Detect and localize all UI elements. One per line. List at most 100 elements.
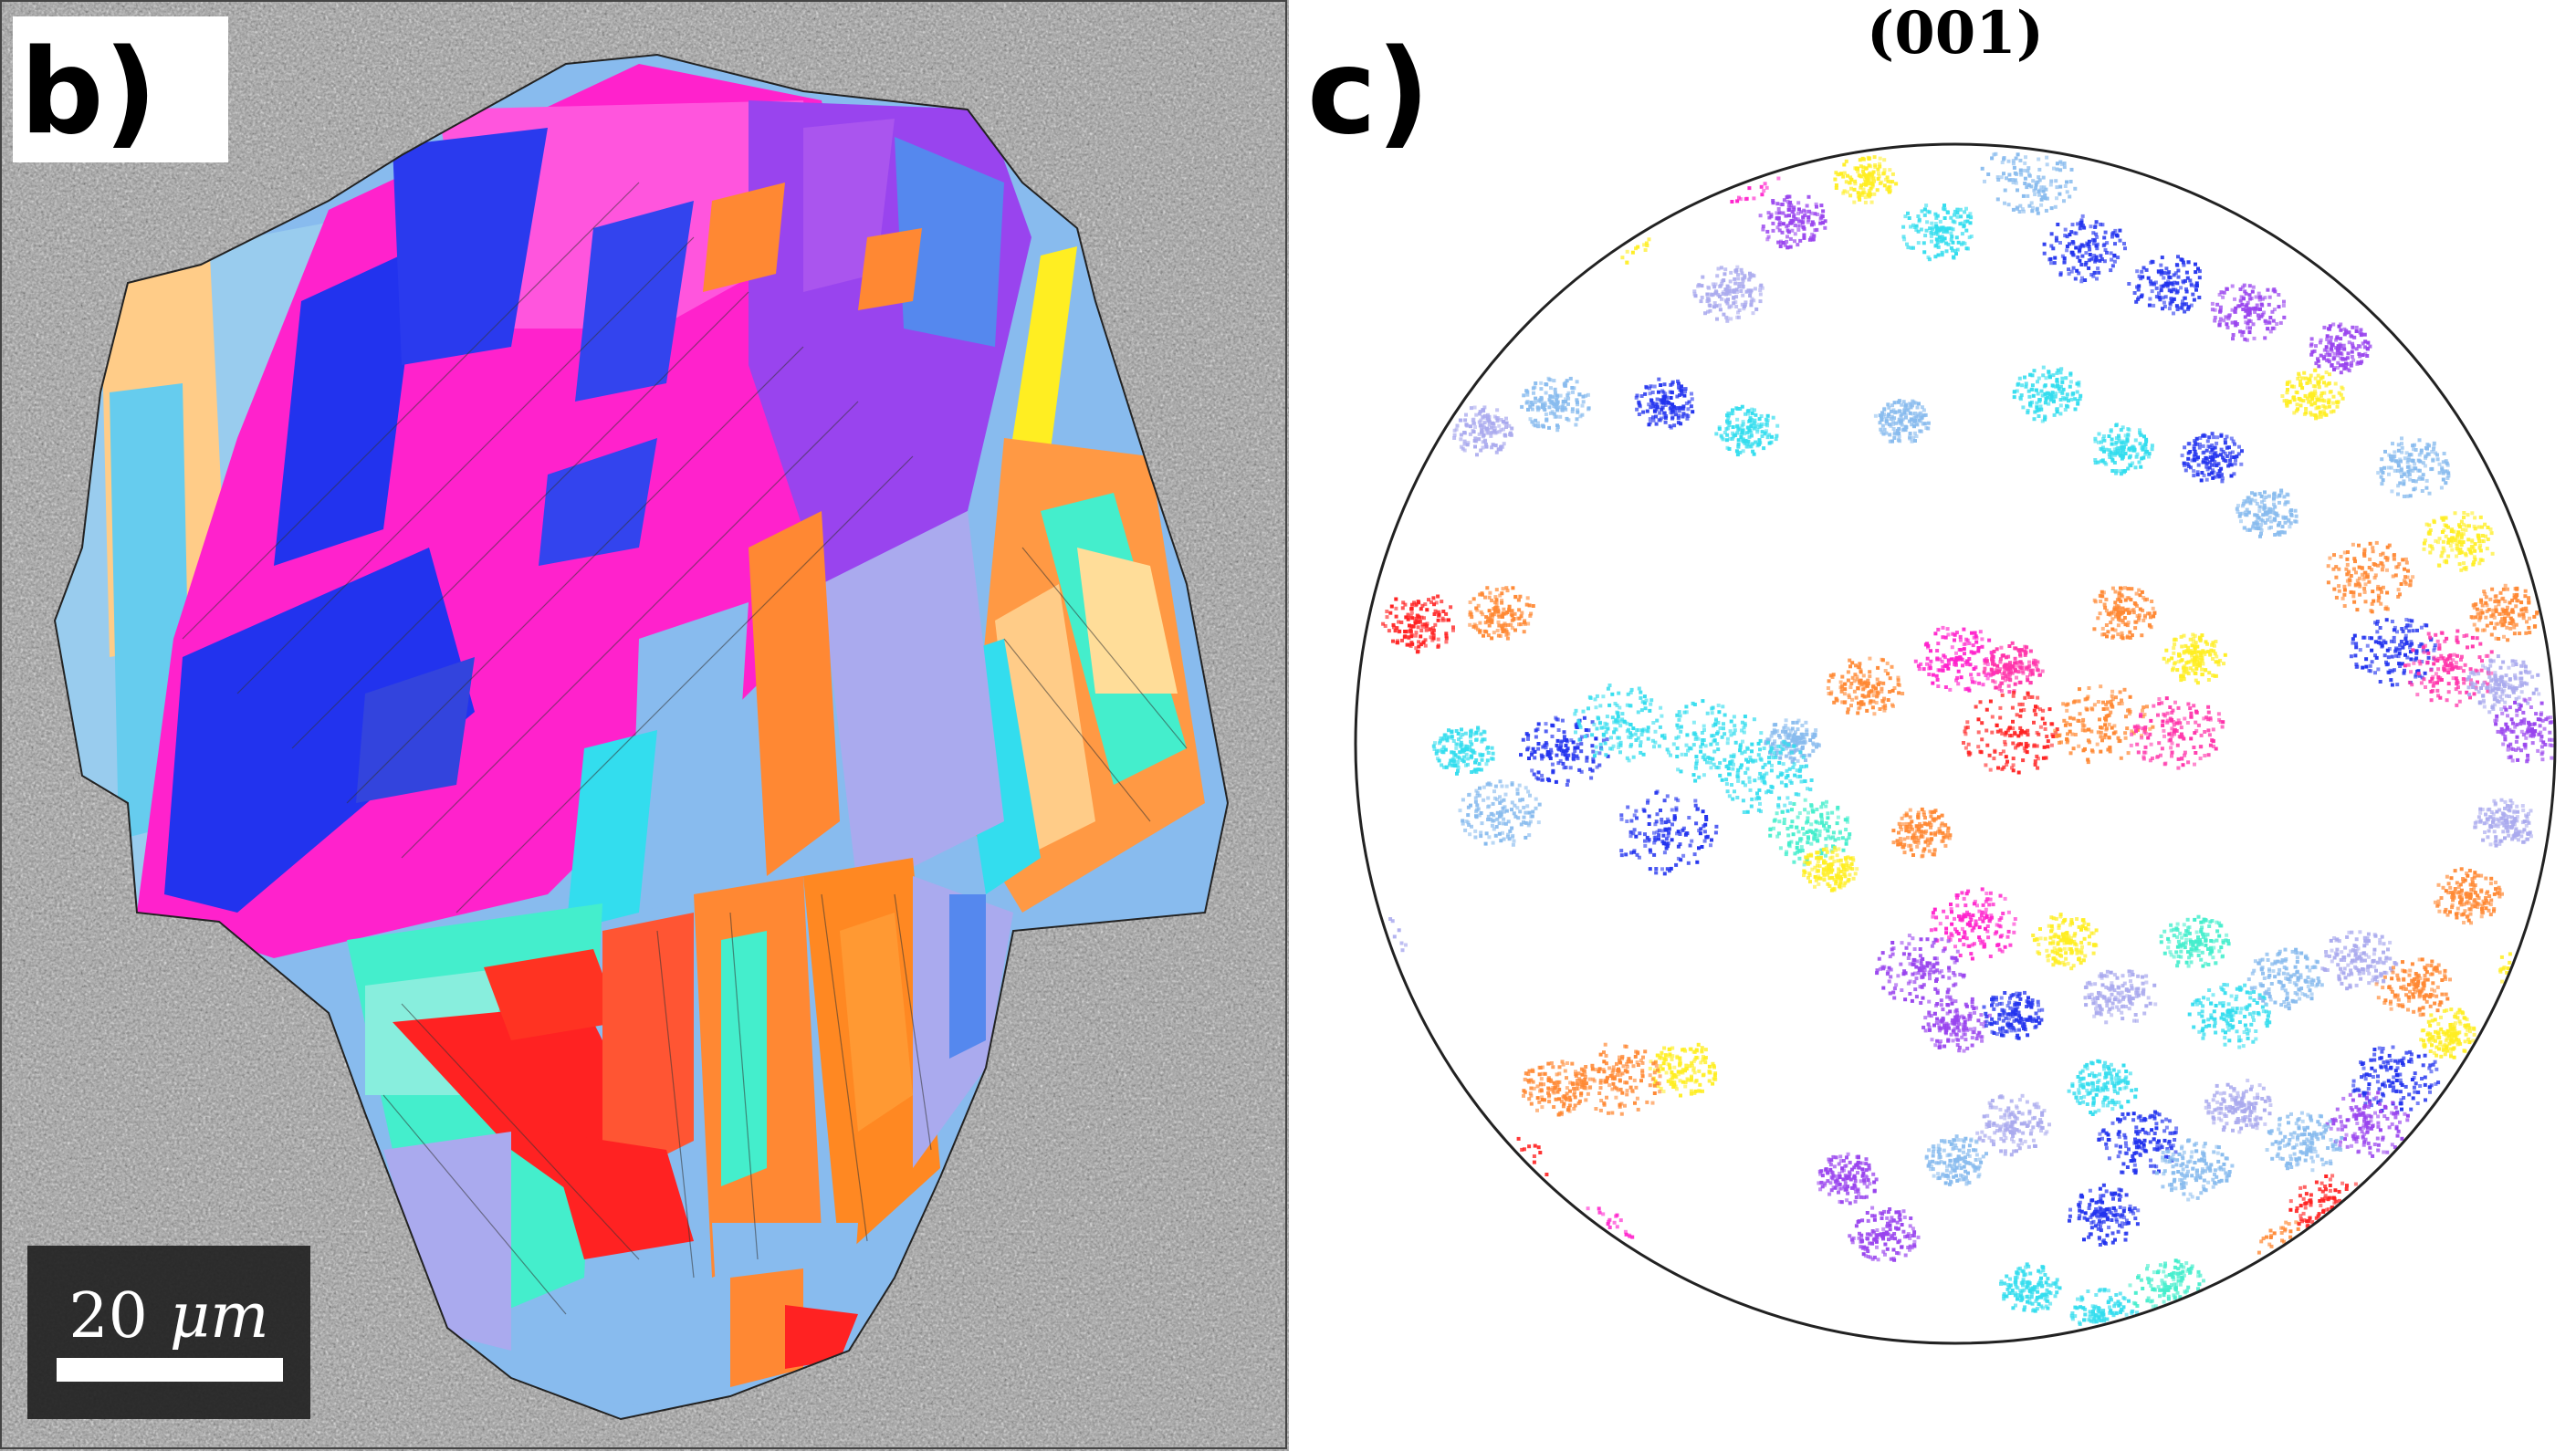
pole-figure: (001) c) [1307, 0, 2557, 1345]
pole-cluster-92 [2288, 1174, 2358, 1228]
pole-cluster-51 [1388, 917, 1408, 953]
pole-cluster-21 [2012, 365, 2083, 423]
pole-cluster-77 [1522, 1060, 1592, 1117]
pole-cluster-3 [1620, 237, 1651, 265]
pole-cluster-35 [2092, 586, 2157, 641]
pole-cluster-68 [1922, 995, 1992, 1053]
pole-cluster-25 [2376, 436, 2451, 498]
pole-cluster-52 [1802, 846, 1859, 893]
pole-cluster-78 [1516, 1136, 1549, 1176]
pole-cluster-32 [2469, 583, 2539, 642]
pole-cluster-34 [1982, 641, 2045, 694]
pole-cluster-89 [2069, 1288, 2139, 1326]
pole-cluster-49 [1431, 726, 1495, 776]
pole-figure-panel: (001) c) [1289, 0, 2576, 1451]
pole-cluster-18 [1634, 377, 1695, 430]
pole-cluster-97 [1468, 586, 1535, 641]
panel-b-label: b) [20, 25, 157, 161]
pole-cluster-72 [2154, 1138, 2235, 1202]
pole-cluster-5 [1758, 194, 1827, 250]
pole-cluster-93 [2433, 867, 2504, 925]
pole-cluster-17 [1520, 376, 1591, 433]
pole-cluster-99 [2309, 322, 2372, 375]
pole-cluster-22 [2093, 423, 2154, 476]
pole-cluster-61 [2374, 957, 2452, 1018]
pole-cluster-64 [2325, 1091, 2410, 1158]
pole-cluster-57 [2159, 914, 2231, 968]
pole-cluster-40 [1826, 656, 1905, 716]
scale-bar-label: 20 μm [68, 1280, 268, 1352]
pole-cluster-46 [1768, 798, 1852, 867]
pole-cluster-86 [1848, 1206, 1921, 1262]
pole-cluster-66 [2204, 1079, 2273, 1134]
pole-cluster-48 [1458, 779, 1542, 847]
pole-cluster-26 [2422, 511, 2495, 572]
pole-cluster-71 [2097, 1110, 2179, 1175]
pole-cluster-47 [1619, 789, 1719, 876]
pole-cluster-8 [1901, 204, 1974, 262]
pole-cluster-23 [2180, 432, 2244, 484]
pole-figure-points [1381, 151, 2554, 1326]
pole-cluster-69 [1982, 990, 2045, 1040]
pole-cluster-4 [1730, 176, 1781, 204]
pole-cluster-31 [2493, 696, 2554, 764]
pole-cluster-60 [2320, 930, 2399, 991]
pole-cluster-7 [1692, 265, 1764, 323]
pole-cluster-96 [1381, 594, 1455, 654]
pole-figure-title: (001) [1867, 0, 2044, 68]
pole-cluster-88 [2128, 1258, 2205, 1309]
pole-cluster-9 [1980, 151, 2078, 215]
pole-cluster-12 [2210, 283, 2287, 342]
pole-cluster-95 [2497, 952, 2512, 984]
pole-cluster-6 [1833, 155, 1899, 204]
pole-cluster-38 [2129, 696, 2225, 770]
pole-cluster-87 [2068, 1183, 2141, 1247]
pole-cluster-65 [2265, 1111, 2344, 1173]
pole-cluster-76 [1576, 1042, 1662, 1116]
pole-cluster-24 [2235, 488, 2299, 538]
pole-cluster-67 [1875, 934, 1966, 1005]
pole-cluster-43 [1573, 684, 1664, 763]
pole-cluster-16 [1452, 405, 1514, 457]
pole-cluster-63 [2351, 1045, 2441, 1114]
grain-boundary [53, 53, 1230, 1421]
pole-cluster-62 [2419, 1007, 2477, 1060]
panel-b-label-box [13, 16, 228, 162]
pole-figure-circle [1354, 142, 2557, 1345]
pole-cluster-98 [2280, 368, 2345, 421]
pole-cluster-11 [2127, 255, 2202, 316]
pole-cluster-74 [1924, 1134, 1988, 1186]
pole-cluster-53 [1891, 807, 1953, 859]
pole-cluster-20 [1873, 399, 1931, 444]
pole-cluster-54 [1929, 887, 2017, 961]
pole-cluster-33 [1913, 625, 1996, 693]
pole-cluster-44 [1657, 699, 1764, 783]
pole-cluster-30 [2466, 654, 2541, 715]
pole-cluster-58 [2187, 983, 2272, 1049]
pole-cluster-94 [2473, 798, 2533, 848]
ebsd-map-panel: b) 20 μm [0, 0, 1289, 1451]
pole-cluster-90 [1999, 1262, 2062, 1313]
scale-bar [57, 1358, 283, 1382]
ebsd-map: b) 20 μm [0, 0, 1289, 1451]
pole-cluster-39 [2162, 632, 2227, 685]
pole-cluster-75 [1648, 1042, 1718, 1098]
pole-cluster-59 [2246, 947, 2324, 1011]
pole-cluster-85 [1817, 1152, 1879, 1206]
pole-cluster-29 [2403, 629, 2494, 707]
panel-c-label: c) [1307, 25, 1429, 161]
pole-cluster-70 [2067, 1059, 2139, 1116]
pole-cluster-19 [1714, 404, 1780, 457]
pole-cluster-10 [2042, 214, 2127, 284]
pole-cluster-55 [2031, 913, 2099, 971]
pole-cluster-45 [1717, 738, 1814, 814]
pole-cluster-36 [1962, 690, 2059, 775]
pole-cluster-73 [1975, 1093, 2051, 1157]
pole-cluster-37 [2053, 684, 2155, 765]
pole-cluster-80 [1586, 1206, 1635, 1239]
pole-cluster-56 [2083, 969, 2158, 1025]
pole-cluster-27 [2326, 540, 2415, 614]
pole-cluster-91 [2257, 1220, 2301, 1255]
ebsd-grain [55, 55, 1228, 1419]
scale-bar-box [27, 1246, 310, 1419]
